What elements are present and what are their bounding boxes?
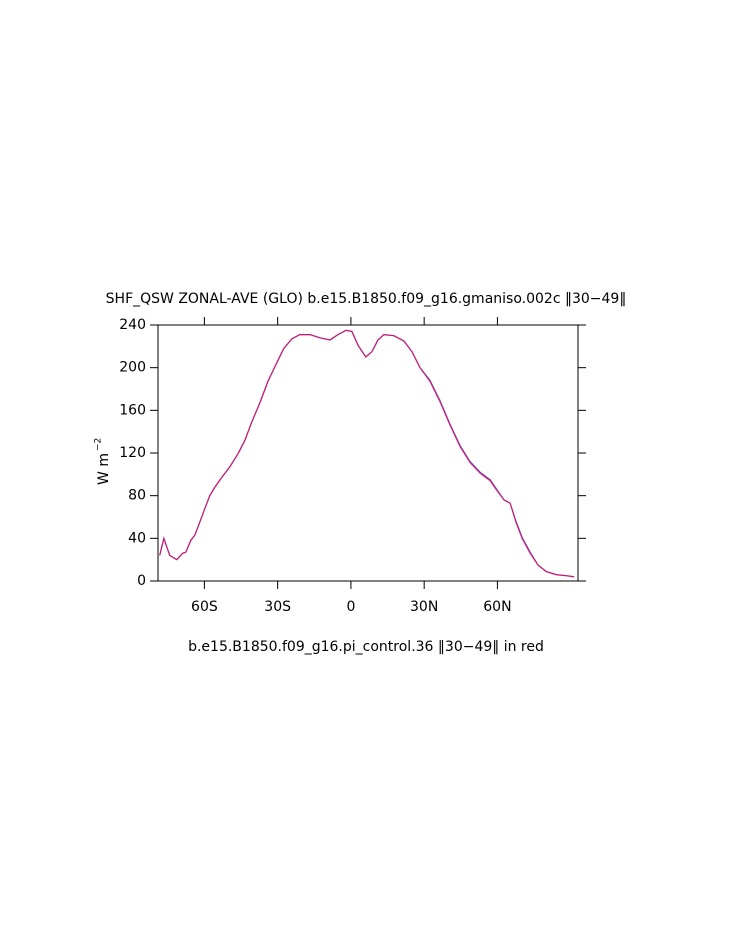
x-tick-label: 60S	[191, 599, 218, 615]
x-tick-label: 0	[346, 599, 355, 615]
y-tick-label: 80	[128, 488, 146, 504]
y-tick-label: 160	[119, 402, 146, 418]
y-tick-label: 0	[137, 573, 146, 589]
x-tick-label: 30N	[410, 599, 438, 615]
x-tick-label: 30S	[264, 599, 291, 615]
y-axis-label: W m −2	[94, 438, 113, 485]
chart-title: SHF_QSW ZONAL-AVE (GLO) b.e15.B1850.f09_…	[106, 291, 627, 307]
series-line	[159, 329, 575, 578]
y-tick-label: 120	[119, 445, 146, 461]
caption: b.e15.B1850.f09_g16.pi_control.36 ‖30−49…	[188, 639, 544, 655]
series-line	[159, 329, 575, 578]
y-label-sup: −2	[94, 438, 104, 451]
y-tick-label: 240	[119, 317, 146, 333]
x-tick-label: 60N	[483, 599, 511, 615]
y-tick-label: 40	[128, 530, 146, 546]
y-tick-label: 200	[119, 360, 146, 376]
plot-frame	[157, 324, 579, 582]
y-label-text: W m	[96, 453, 112, 485]
